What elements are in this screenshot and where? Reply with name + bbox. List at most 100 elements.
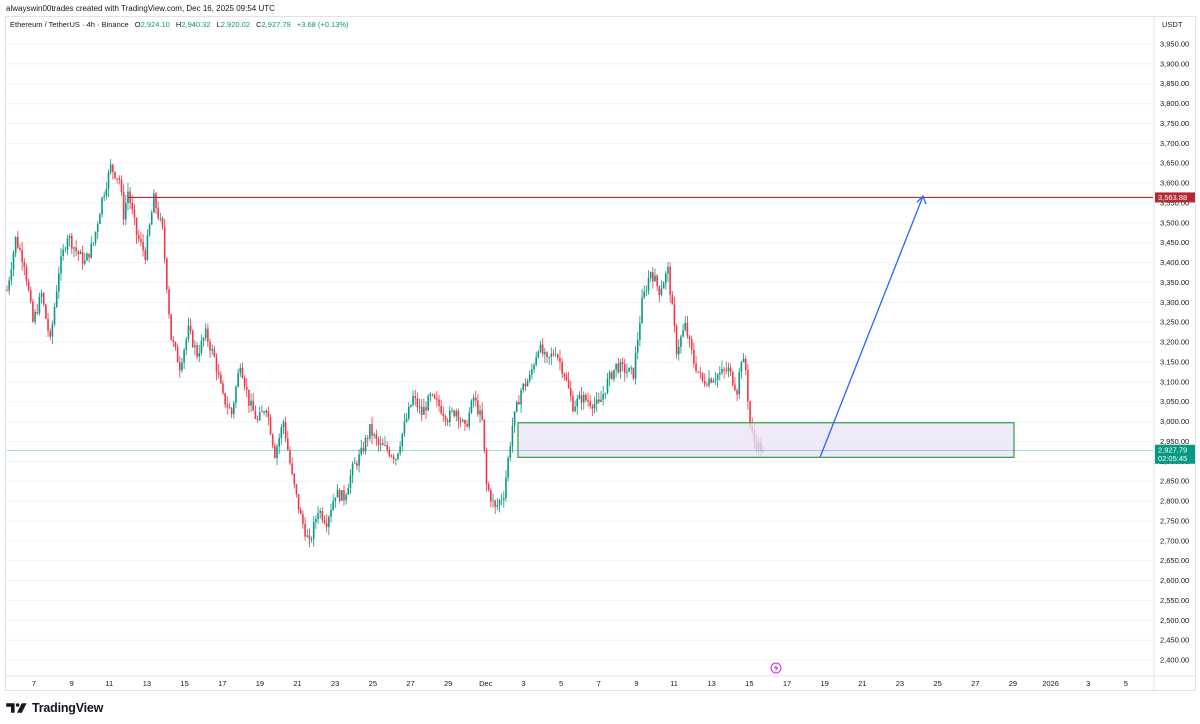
- candle-body: [405, 418, 408, 422]
- candle-body: [120, 179, 123, 193]
- candle-body: [315, 518, 317, 523]
- candle-body: [589, 401, 591, 406]
- candle-body: [34, 311, 36, 322]
- candle-body: [36, 311, 39, 314]
- candle-body: [680, 336, 682, 347]
- chart-panel[interactable]: [5, 16, 1196, 691]
- candle-body: [366, 437, 369, 439]
- candle-body: [723, 368, 725, 371]
- candle-body: [282, 421, 285, 428]
- symbol-name[interactable]: Ethereum / TetherUS · 4h · Binance: [10, 20, 129, 29]
- candle-body: [135, 217, 138, 236]
- candle-body: [23, 261, 26, 268]
- y-tick-label: 3,600.00: [1160, 179, 1189, 188]
- candle-body: [62, 249, 64, 256]
- candle-body: [712, 380, 715, 383]
- candle-body: [157, 208, 159, 219]
- candle-body: [241, 367, 244, 378]
- demand-zone-box: [517, 422, 1015, 458]
- candle-body: [470, 400, 473, 413]
- x-tick-label: 3: [1086, 679, 1090, 688]
- candle-body: [656, 275, 658, 286]
- close-value: 2,927.79: [261, 20, 291, 29]
- candle-body: [364, 437, 367, 452]
- candle-body: [647, 277, 650, 291]
- candle-body: [420, 406, 423, 415]
- candle-body: [133, 209, 136, 218]
- candle-body: [630, 367, 633, 369]
- candle-body: [444, 415, 447, 421]
- y-tick-label: 2,750.00: [1160, 516, 1189, 525]
- candle-body: [308, 535, 311, 540]
- candle-body: [414, 396, 417, 399]
- candle-body: [660, 288, 663, 296]
- candle-body: [706, 384, 708, 386]
- candle-body: [198, 353, 201, 357]
- candle-body: [358, 454, 360, 466]
- candle-body: [351, 463, 354, 476]
- candle-body: [403, 421, 406, 434]
- x-tick-label: 5: [1124, 679, 1128, 688]
- candle-body: [17, 236, 19, 248]
- candle-body: [256, 418, 259, 421]
- candle-body: [401, 433, 404, 447]
- x-tick-label: 15: [745, 679, 753, 688]
- candle-body: [347, 488, 350, 495]
- candle-body: [507, 457, 509, 478]
- x-tick-label: 7: [32, 679, 36, 688]
- x-tick-label: 25: [369, 679, 377, 688]
- x-tick-label: 19: [820, 679, 828, 688]
- candle-body: [75, 247, 77, 252]
- candle-body: [276, 446, 278, 458]
- candle-body: [47, 318, 49, 332]
- y-tick-label: 2,950.00: [1160, 437, 1189, 446]
- candle-body: [671, 295, 674, 305]
- candle-body: [675, 325, 678, 355]
- candle-body: [615, 363, 617, 370]
- candle-body: [12, 252, 15, 270]
- candle-body: [27, 281, 30, 291]
- candle-body: [291, 463, 293, 474]
- candle-body: [416, 398, 419, 408]
- candle-body: [572, 396, 574, 412]
- candle-body: [213, 349, 216, 357]
- candle-body: [310, 539, 313, 540]
- candle-body: [77, 251, 80, 254]
- candle-body: [567, 379, 570, 389]
- candle-body: [632, 367, 635, 379]
- candle-body: [701, 372, 704, 381]
- candle-body: [494, 500, 496, 507]
- candle-body: [125, 202, 127, 220]
- candle-body: [280, 427, 283, 438]
- x-tick-label: 13: [143, 679, 151, 688]
- candle-body: [371, 424, 373, 436]
- candle-body: [204, 328, 207, 339]
- candle-body: [697, 371, 699, 373]
- candle-body: [51, 324, 54, 337]
- candle-body: [64, 249, 67, 251]
- candle-body: [461, 420, 464, 422]
- y-tick-label: 3,700.00: [1160, 139, 1189, 148]
- candle-body: [658, 285, 661, 296]
- candle-body: [239, 367, 242, 373]
- candle-body: [245, 386, 248, 390]
- candle-body: [334, 497, 337, 502]
- candle-body: [58, 273, 60, 292]
- candle-body: [498, 500, 501, 505]
- candle-body: [289, 449, 291, 464]
- y-tick-label: 3,200.00: [1160, 338, 1189, 347]
- candle-body: [6, 290, 8, 292]
- y-tick-label: 2,650.00: [1160, 556, 1189, 565]
- candle-body: [250, 400, 252, 406]
- candle-body: [453, 410, 455, 417]
- currency-label[interactable]: USDT: [1162, 20, 1183, 29]
- candle-body: [526, 380, 529, 387]
- candle-body: [442, 413, 445, 416]
- candle-body: [654, 275, 656, 282]
- candle-body: [623, 364, 626, 373]
- candle-body: [662, 282, 665, 289]
- candle-body: [79, 251, 82, 254]
- candle-body: [515, 401, 518, 412]
- candle-body: [682, 330, 684, 337]
